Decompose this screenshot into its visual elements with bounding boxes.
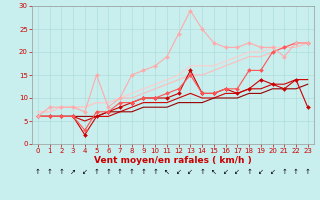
X-axis label: Vent moyen/en rafales ( km/h ): Vent moyen/en rafales ( km/h ): [94, 156, 252, 165]
